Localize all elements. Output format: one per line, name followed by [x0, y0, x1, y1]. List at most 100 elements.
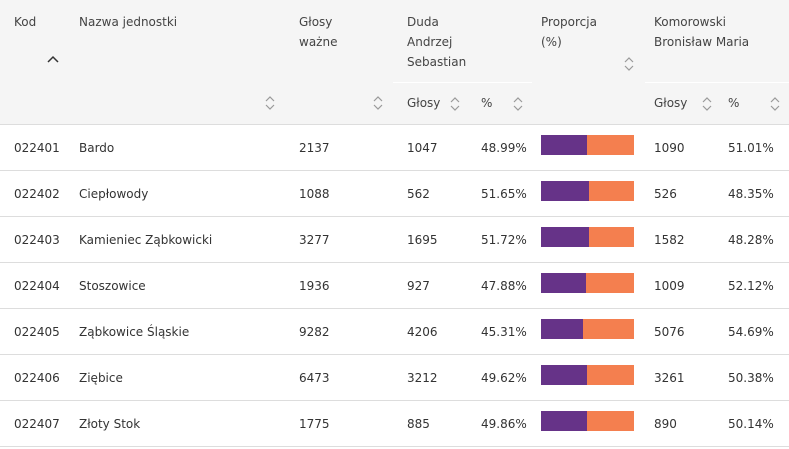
proportion-bar-duda: [541, 180, 590, 201]
sort-icon[interactable]: [623, 55, 635, 73]
table-header: Kod Nazwa jednostki Głosy ważne: [0, 0, 789, 125]
proportion-bar-komorowski: [586, 134, 634, 155]
cell-nazwa: Ząbkowice Śląskie: [65, 308, 285, 355]
col-header-kom-pct[interactable]: %: [719, 82, 789, 125]
cell-kom-pct: 48.28%: [719, 216, 789, 263]
proportion-bar-duda: [541, 134, 587, 155]
col-header-duda-line3: Sebastian: [407, 55, 467, 69]
col-header-duda-glosy-label: Głosy: [407, 96, 441, 110]
col-header-duda-line2: Andrzej: [407, 35, 453, 49]
cell-nazwa: Złoty Stok: [65, 400, 285, 447]
cell-glosy-wazne: 9282: [285, 308, 393, 355]
sort-icon[interactable]: [264, 94, 276, 112]
cell-nazwa: Ciepłowody: [65, 170, 285, 217]
table-body: 022401 Bardo 2137 1047 48.99% 1090 51.01…: [0, 124, 789, 447]
proportion-bar-komorowski: [589, 226, 634, 247]
col-header-proporcja-line1: Proporcja: [541, 15, 597, 29]
cell-kod: 022403: [0, 216, 65, 263]
col-header-komorowski-line2: Bronisław Maria: [654, 35, 750, 49]
sort-icon[interactable]: [512, 95, 524, 113]
cell-duda-glosy: 1695: [393, 216, 467, 263]
col-header-kom-glosy-label: Głosy: [654, 96, 688, 110]
cell-duda-pct: 47.88%: [467, 262, 532, 309]
table-row[interactable]: 022406 Ziębice 6473 3212 49.62% 3261 50.…: [0, 354, 789, 401]
proportion-bar-duda: [541, 364, 588, 385]
col-header-kom-glosy[interactable]: Głosy: [645, 82, 719, 125]
cell-kom-glosy: 5076: [645, 308, 719, 355]
cell-kom-glosy: 3261: [645, 354, 719, 401]
cell-duda-glosy: 885: [393, 400, 467, 447]
table-row[interactable]: 022405 Ząbkowice Śląskie 9282 4206 45.31…: [0, 308, 789, 355]
proportion-bar: [541, 180, 634, 201]
table-row[interactable]: 022402 Ciepłowody 1088 562 51.65% 526 48…: [0, 170, 789, 217]
proportion-bar: [541, 364, 634, 385]
cell-nazwa: Ziębice: [65, 354, 285, 401]
sort-icon[interactable]: [372, 94, 384, 112]
cell-duda-pct: 51.72%: [467, 216, 532, 263]
proportion-bar-komorowski: [589, 180, 634, 201]
table-row[interactable]: 022404 Stoszowice 1936 927 47.88% 1009 5…: [0, 262, 789, 309]
cell-nazwa: Kamieniec Ząbkowicki: [65, 216, 285, 263]
col-header-proporcja-line2: (%): [541, 35, 562, 49]
cell-kod: 022401: [0, 124, 65, 171]
col-header-komorowski-line1: Komorowski: [654, 15, 727, 29]
cell-kom-pct: 48.35%: [719, 170, 789, 217]
col-header-kod-label: Kod: [14, 15, 37, 29]
cell-kom-glosy: 526: [645, 170, 719, 217]
cell-proporcja: [532, 308, 645, 355]
cell-kom-glosy: 1582: [645, 216, 719, 263]
col-header-kom-pct-label: %: [728, 96, 740, 110]
proportion-bar-komorowski: [587, 410, 634, 431]
cell-duda-pct: 51.65%: [467, 170, 532, 217]
table-row[interactable]: 022407 Złoty Stok 1775 885 49.86% 890 50…: [0, 400, 789, 447]
cell-duda-glosy: 562: [393, 170, 467, 217]
cell-proporcja: [532, 216, 645, 263]
cell-proporcja: [532, 170, 645, 217]
col-header-kod[interactable]: Kod: [0, 0, 65, 125]
cell-duda-pct: 49.86%: [467, 400, 532, 447]
sort-icon[interactable]: [769, 95, 781, 113]
proportion-bar-komorowski: [583, 318, 634, 339]
col-header-duda-pct[interactable]: %: [467, 82, 532, 125]
cell-glosy-wazne: 6473: [285, 354, 393, 401]
proportion-bar-duda: [541, 272, 586, 293]
cell-proporcja: [532, 354, 645, 401]
proportion-bar: [541, 410, 634, 431]
cell-kom-glosy: 1090: [645, 124, 719, 171]
cell-proporcja: [532, 124, 645, 171]
col-header-duda-glosy[interactable]: Głosy: [393, 82, 467, 125]
table-row[interactable]: 022401 Bardo 2137 1047 48.99% 1090 51.01…: [0, 124, 789, 171]
proportion-bar: [541, 226, 634, 247]
col-header-duda-line1: Duda: [407, 15, 439, 29]
sort-icon[interactable]: [701, 95, 713, 113]
cell-proporcja: [532, 400, 645, 447]
col-header-proporcja[interactable]: Proporcja (%): [532, 0, 645, 125]
sort-ascending-icon[interactable]: [46, 50, 60, 63]
cell-kod: 022405: [0, 308, 65, 355]
table-row[interactable]: 022403 Kamieniec Ząbkowicki 3277 1695 51…: [0, 216, 789, 263]
cell-nazwa: Bardo: [65, 124, 285, 171]
proportion-bar-duda: [541, 410, 588, 431]
cell-glosy-wazne: 1088: [285, 170, 393, 217]
col-header-glosy-wazne-line1: Głosy: [299, 15, 333, 29]
sort-icon[interactable]: [449, 95, 461, 113]
cell-glosy-wazne: 3277: [285, 216, 393, 263]
cell-kom-glosy: 1009: [645, 262, 719, 309]
cell-duda-pct: 45.31%: [467, 308, 532, 355]
cell-nazwa: Stoszowice: [65, 262, 285, 309]
cell-kod: 022406: [0, 354, 65, 401]
proportion-bar: [541, 272, 634, 293]
cell-kom-glosy: 890: [645, 400, 719, 447]
cell-kom-pct: 51.01%: [719, 124, 789, 171]
cell-glosy-wazne: 2137: [285, 124, 393, 171]
cell-glosy-wazne: 1936: [285, 262, 393, 309]
col-header-nazwa[interactable]: Nazwa jednostki: [65, 0, 285, 125]
cell-glosy-wazne: 1775: [285, 400, 393, 447]
col-header-glosy-wazne[interactable]: Głosy ważne: [285, 0, 393, 125]
cell-duda-glosy: 4206: [393, 308, 467, 355]
cell-kod: 022407: [0, 400, 65, 447]
col-header-nazwa-label: Nazwa jednostki: [79, 15, 178, 29]
proportion-bar: [541, 318, 634, 339]
